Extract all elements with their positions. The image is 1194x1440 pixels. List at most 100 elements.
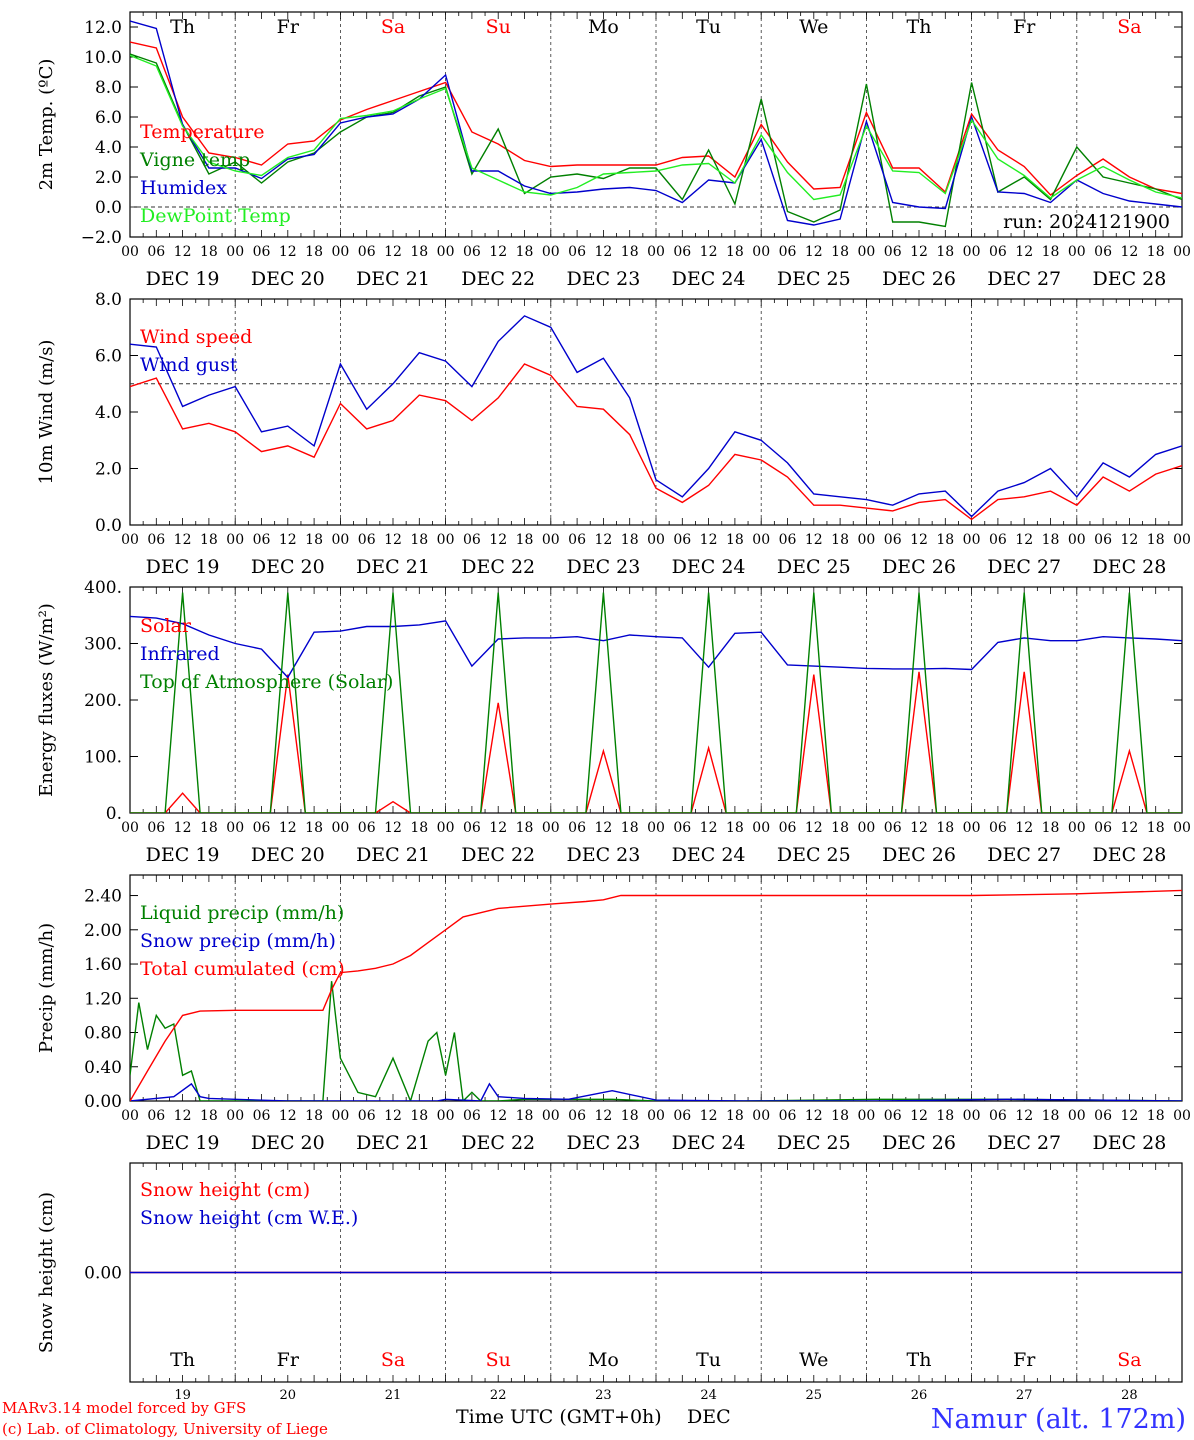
hour-label: 00 (121, 532, 139, 548)
hour-label: 18 (831, 244, 849, 260)
date-label: DEC 21 (356, 556, 430, 578)
hour-label: 12 (279, 1108, 297, 1124)
station-name: Namur (alt. 172m) (931, 1404, 1186, 1435)
hour-label: 18 (831, 532, 849, 548)
weekday-label-bottom: Sa (1117, 1349, 1141, 1371)
y-tick-label: 100. (84, 748, 122, 768)
hour-label: 18 (305, 244, 323, 260)
hour-label: 00 (437, 532, 455, 548)
weekday-label-bottom: Tu (696, 1349, 721, 1371)
weekday-label-top: Fr (1013, 16, 1036, 38)
hour-label: 00 (121, 244, 139, 260)
hour-label: 06 (989, 532, 1007, 548)
hour-label: 12 (489, 532, 507, 548)
hour-label: 00 (331, 820, 349, 836)
hour-label: 06 (673, 532, 691, 548)
hour-label: 00 (542, 820, 560, 836)
hour-label: 12 (805, 820, 823, 836)
hour-label: 12 (910, 244, 928, 260)
y-tick-label: 10.0 (84, 48, 122, 68)
hour-label: 06 (568, 244, 586, 260)
hour-label: 06 (779, 1108, 797, 1124)
legend-wind-gust: Wind gust (140, 354, 238, 376)
hour-label: 00 (857, 820, 875, 836)
y-tick-label: 200. (84, 691, 122, 711)
hour-label: 18 (200, 1108, 218, 1124)
date-label: DEC 26 (882, 1132, 956, 1154)
hour-label: 12 (594, 244, 612, 260)
panel-1: 12.0 10.0 8.0 6.0 4.0 2.0 0.0 −2.0 2m Temp. (ºC)… (36, 11, 1191, 290)
hour-label: 18 (621, 1108, 639, 1124)
hour-label: 06 (1094, 244, 1112, 260)
hour-label: 18 (726, 532, 744, 548)
y-tick-label: 6.0 (95, 347, 122, 367)
legend-wind-speed: Wind speed (140, 326, 252, 348)
hour-label: 18 (831, 820, 849, 836)
series-wind-gust (130, 315, 1182, 518)
hour-label: 12 (1120, 1108, 1138, 1124)
date-label: DEC 21 (356, 268, 430, 290)
y-tick-label: 8.0 (95, 290, 122, 310)
panels: 12.0 10.0 8.0 6.0 4.0 2.0 0.0 −2.0 2m Temp. (ºC)… (36, 11, 1191, 1403)
hour-label: 12 (910, 820, 928, 836)
date-label: DEC 28 (1092, 844, 1166, 866)
y-tick-label: 6.0 (95, 108, 122, 128)
panel-frame (129, 11, 1183, 238)
weekday-label-bottom: Th (170, 1349, 195, 1371)
hour-label: 18 (726, 820, 744, 836)
hour-label: 12 (489, 1108, 507, 1124)
hour-label: 06 (779, 820, 797, 836)
hour-label: 06 (673, 820, 691, 836)
hour-label: 00 (331, 244, 349, 260)
y-tick-label: 2.40 (84, 887, 122, 907)
date-label: DEC 21 (356, 844, 430, 866)
hour-label: 00 (647, 1108, 665, 1124)
hour-label: 00 (331, 1108, 349, 1124)
weekday-label-bottom: Su (486, 1349, 511, 1371)
date-label: DEC 25 (777, 268, 851, 290)
series-top-of-atmosphere-solar- (130, 592, 1182, 813)
y-tick-label: 4.0 (95, 403, 122, 423)
hour-label: 06 (568, 532, 586, 548)
hour-label: 12 (174, 1108, 192, 1124)
day-number-label: 22 (490, 1388, 507, 1403)
hour-label: 12 (1015, 532, 1033, 548)
series-dewpoint-temp (130, 54, 1182, 201)
hour-label: 12 (700, 244, 718, 260)
hour-label: 06 (989, 820, 1007, 836)
hour-label: 12 (1015, 1108, 1033, 1124)
hour-label: 06 (463, 532, 481, 548)
hour-label: 06 (147, 244, 165, 260)
hour-label: 06 (989, 244, 1007, 260)
hour-label: 12 (700, 532, 718, 548)
footer-model-credit: MARv3.14 model forced by GFS (2, 1399, 246, 1417)
date-label: DEC 27 (987, 268, 1061, 290)
date-label: DEC 25 (777, 844, 851, 866)
hour-label: 18 (305, 532, 323, 548)
y-axis-label: Energy fluxes (W/m²) (36, 603, 57, 797)
date-label: DEC 26 (882, 844, 956, 866)
run-label: run: 2024121900 (1003, 211, 1170, 233)
y-axis-label: Precip (mm/h) (36, 923, 57, 1053)
date-label: DEC 28 (1092, 268, 1166, 290)
weekday-label-top: Mo (588, 16, 619, 38)
day-number-label: 24 (700, 1388, 717, 1403)
hour-label: 00 (437, 1108, 455, 1124)
hour-label: 18 (305, 1108, 323, 1124)
date-label: DEC 25 (777, 1132, 851, 1154)
weekday-label-top: Sa (381, 16, 405, 38)
hour-label: 00 (226, 244, 244, 260)
hour-label: 06 (463, 820, 481, 836)
hour-label: 12 (594, 1108, 612, 1124)
hour-label: 00 (1068, 532, 1086, 548)
y-tick-label: 2.00 (84, 921, 122, 941)
hour-label: 00 (963, 1108, 981, 1124)
panel-2: 8.0 6.0 4.0 2.0 0.0 10m Wind (m/s) Wind speed W… (36, 290, 1191, 578)
y-tick-label: 0.0 (95, 516, 122, 536)
date-label: DEC 19 (146, 1132, 220, 1154)
weekday-label-top: Th (907, 16, 932, 38)
hour-label: 12 (489, 820, 507, 836)
hour-label: 12 (1120, 532, 1138, 548)
series-humidex (130, 20, 1182, 226)
hour-label: 06 (568, 820, 586, 836)
